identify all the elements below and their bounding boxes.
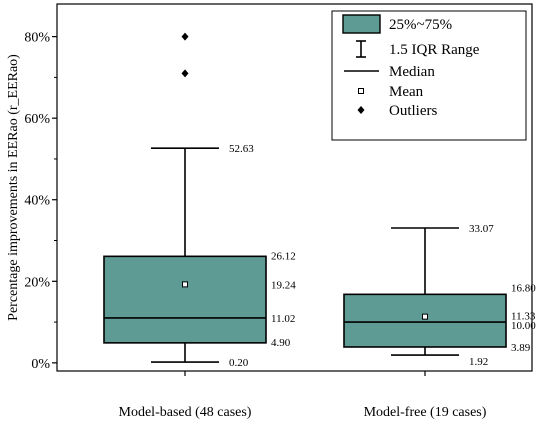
legend-item-3: Mean (358, 84, 424, 100)
y-tick-label: 80% (24, 31, 50, 46)
value-label-median: 10.00 (511, 320, 536, 332)
legend: 25%~75% 1.5 IQR Range Median Mean Outliers (331, 10, 527, 141)
value-label-q3: 26.12 (271, 250, 296, 262)
value-label-mean: 11.33 (511, 311, 536, 323)
legend-label: Outliers (389, 103, 437, 119)
value-label-whisker-high: 52.63 (229, 143, 254, 155)
y-tick-label: 60% (24, 112, 50, 127)
legend-outlier-symbol (357, 106, 365, 114)
value-label-whisker-high: 33.07 (469, 223, 494, 235)
legend-label: 25%~75% (389, 17, 452, 33)
legend-item-0: 25%~75% (342, 14, 452, 34)
mean-marker (182, 281, 188, 288)
outlier-marker (181, 69, 189, 78)
x-category-label: Model-based (48 cases) (119, 405, 252, 420)
mean-marker (422, 313, 428, 320)
value-label-whisker-low: 1.92 (469, 356, 488, 368)
legend-item-2: Median (344, 64, 435, 80)
legend-label: 1.5 IQR Range (389, 42, 480, 58)
value-label-q1: 4.90 (271, 337, 291, 349)
legend-item-1: 1.5 IQR Range (356, 40, 480, 58)
y-tick-label: 20% (24, 275, 50, 290)
plot-area-frame (56, 3, 533, 372)
y-tick-label: 40% (24, 194, 50, 209)
iqr-box (343, 293, 507, 348)
legend-label: Median (389, 64, 435, 80)
legend-box-symbol (342, 14, 381, 34)
value-label-median: 11.02 (271, 313, 295, 325)
legend-label: Mean (389, 84, 424, 100)
iqr-box (103, 255, 267, 344)
outlier-marker (181, 32, 189, 41)
value-label-mean: 19.24 (271, 279, 296, 291)
legend-mean-symbol (358, 88, 364, 94)
value-label-q3: 16.80 (511, 282, 536, 294)
x-category-label: Model-free (19 cases) (364, 405, 487, 420)
y-tick-label: 0% (31, 357, 50, 372)
value-label-q1: 3.89 (511, 342, 531, 354)
y-axis-label: Percentage improvements in EERao (r_EERa… (6, 54, 21, 321)
box-group-0 (103, 32, 267, 363)
legend-item-4: Outliers (357, 103, 437, 119)
value-label-whisker-low: 0.20 (229, 357, 249, 369)
box-group-1 (343, 227, 507, 356)
